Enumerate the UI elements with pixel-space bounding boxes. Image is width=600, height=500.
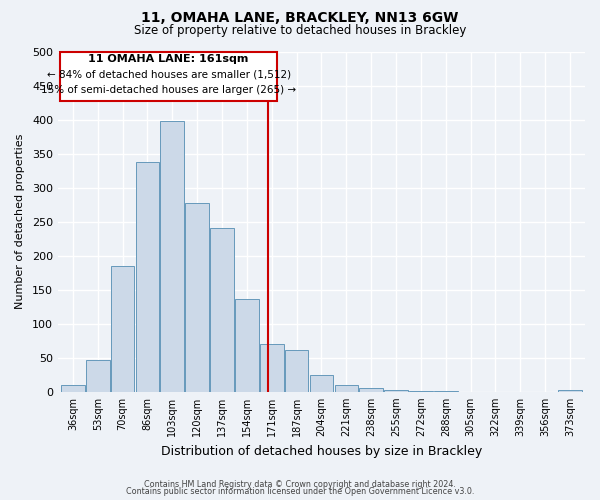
- Bar: [235, 298, 259, 392]
- Bar: [260, 344, 284, 392]
- Text: 11 OMAHA LANE: 161sqm: 11 OMAHA LANE: 161sqm: [88, 54, 249, 64]
- Bar: [136, 162, 159, 392]
- Bar: [61, 385, 85, 392]
- Bar: [409, 391, 433, 392]
- Bar: [359, 388, 383, 392]
- Bar: [335, 385, 358, 392]
- Bar: [86, 360, 110, 392]
- Text: Contains HM Land Registry data © Crown copyright and database right 2024.: Contains HM Land Registry data © Crown c…: [144, 480, 456, 489]
- Text: 15% of semi-detached houses are larger (265) →: 15% of semi-detached houses are larger (…: [41, 85, 296, 95]
- Bar: [384, 390, 408, 392]
- Bar: [285, 350, 308, 392]
- Bar: [310, 375, 333, 392]
- Bar: [210, 228, 234, 392]
- Bar: [185, 202, 209, 392]
- Text: Contains public sector information licensed under the Open Government Licence v3: Contains public sector information licen…: [126, 487, 474, 496]
- Bar: [160, 121, 184, 392]
- FancyBboxPatch shape: [61, 52, 277, 100]
- Bar: [111, 266, 134, 392]
- Text: Size of property relative to detached houses in Brackley: Size of property relative to detached ho…: [134, 24, 466, 37]
- X-axis label: Distribution of detached houses by size in Brackley: Distribution of detached houses by size …: [161, 444, 482, 458]
- Text: 11, OMAHA LANE, BRACKLEY, NN13 6GW: 11, OMAHA LANE, BRACKLEY, NN13 6GW: [142, 11, 458, 25]
- Text: ← 84% of detached houses are smaller (1,512): ← 84% of detached houses are smaller (1,…: [47, 70, 290, 80]
- Bar: [434, 391, 458, 392]
- Bar: [558, 390, 582, 392]
- Y-axis label: Number of detached properties: Number of detached properties: [15, 134, 25, 310]
